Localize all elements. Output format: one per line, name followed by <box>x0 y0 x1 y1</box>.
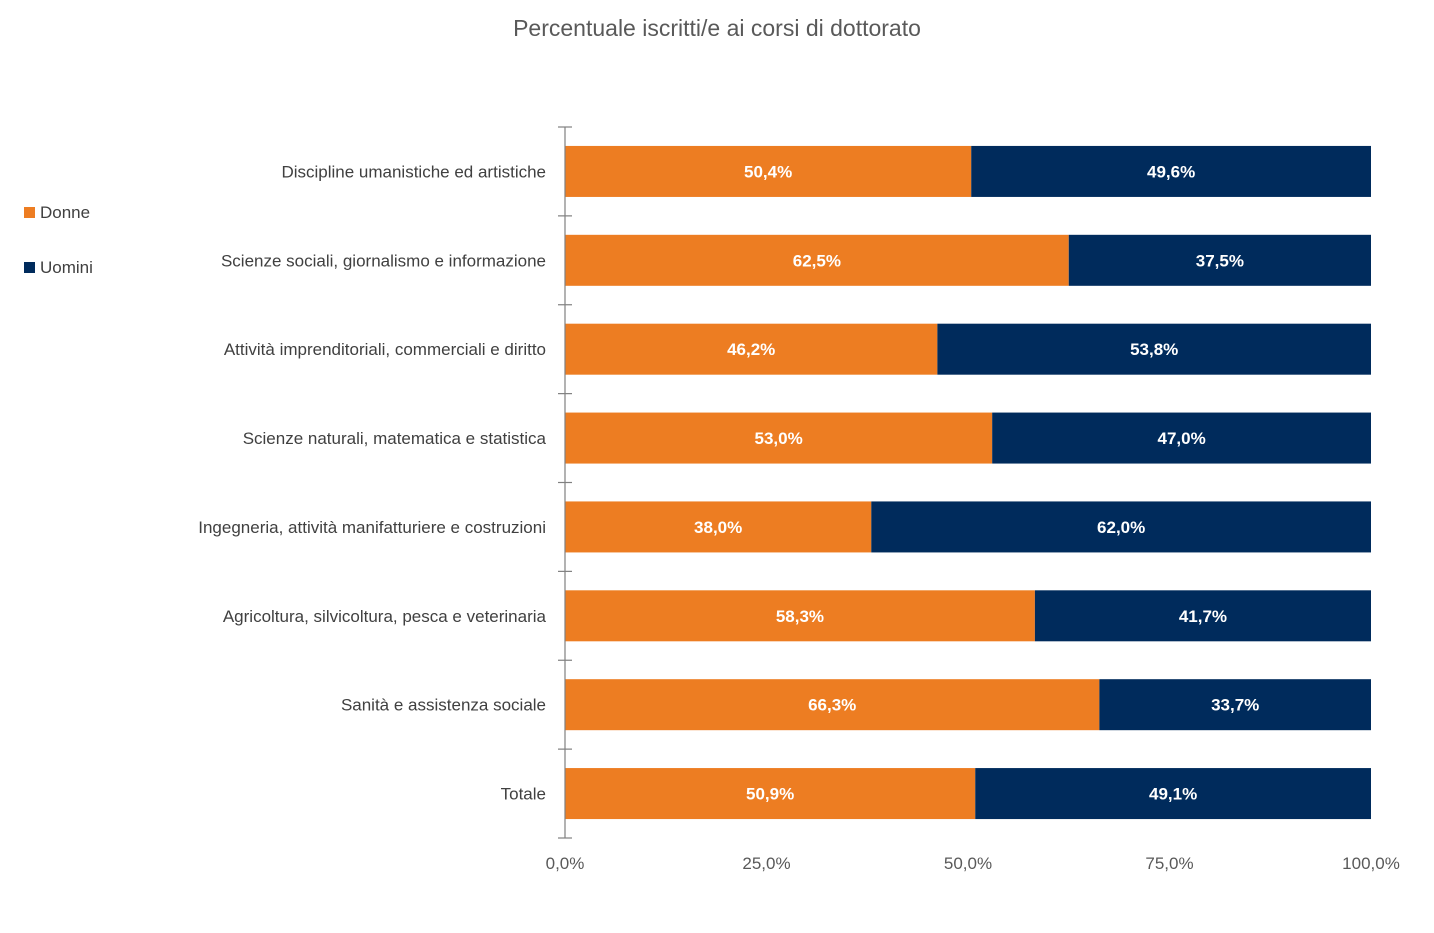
bar-donne-0 <box>565 145 972 197</box>
bar-donne-3 <box>565 412 993 464</box>
data-label-uomini-1: 37,5% <box>1196 251 1244 270</box>
data-label-uomini-6: 33,7% <box>1211 696 1259 715</box>
x-tick-label-0: 0,0% <box>546 854 585 873</box>
legend-label-donne: Donne <box>40 203 90 222</box>
bar-donne-7 <box>565 768 976 820</box>
category-label-7: Totale <box>501 785 546 804</box>
data-label-donne-2: 46,2% <box>727 340 775 359</box>
data-label-uomini-7: 49,1% <box>1149 785 1197 804</box>
category-label-5: Agricoltura, silvicoltura, pesca e veter… <box>223 607 547 626</box>
category-label-2: Attività imprenditoriali, commerciali e … <box>224 340 546 359</box>
bars: 50,4% 49,6% 62,5% 37,5% 46,2% 53,8% 53,0% 47,0%… <box>565 145 1371 820</box>
data-label-donne-5: 58,3% <box>776 607 824 626</box>
bar-uomini-2 <box>937 323 1371 375</box>
bar-donne-2 <box>565 323 938 375</box>
data-label-donne-6: 66,3% <box>808 696 856 715</box>
data-label-uomini-4: 62,0% <box>1097 518 1145 537</box>
bar-uomini-6 <box>1099 679 1371 731</box>
x-tick-label-4: 100,0% <box>1342 854 1400 873</box>
x-tick-label-3: 75,0% <box>1145 854 1193 873</box>
category-label-3: Scienze naturali, matematica e statistic… <box>243 429 547 448</box>
data-label-uomini-5: 41,7% <box>1179 607 1227 626</box>
bar-uomini-0 <box>971 145 1371 197</box>
data-label-donne-1: 62,5% <box>793 251 841 270</box>
legend-label-uomini: Uomini <box>40 258 93 277</box>
bar-uomini-3 <box>992 412 1371 464</box>
category-label-0: Discipline umanistiche ed artistiche <box>281 162 546 181</box>
data-label-donne-7: 50,9% <box>746 785 794 804</box>
data-label-uomini-0: 49,6% <box>1147 162 1195 181</box>
data-label-donne-4: 38,0% <box>694 518 742 537</box>
legend: Donne Uomini <box>24 203 93 277</box>
x-tick-label-2: 50,0% <box>944 854 992 873</box>
category-label-1: Scienze sociali, giornalismo e informazi… <box>221 251 546 270</box>
data-label-uomini-3: 47,0% <box>1157 429 1205 448</box>
axes: Discipline umanistiche ed artistiche Scie… <box>198 126 1400 873</box>
bar-donne-6 <box>565 679 1100 731</box>
bar-uomini-5 <box>1034 590 1371 642</box>
bar-uomini-7 <box>975 768 1371 820</box>
data-label-uomini-2: 53,8% <box>1130 340 1178 359</box>
category-label-4: Ingegneria, attività manifatturiere e co… <box>198 518 546 537</box>
bar-uomini-1 <box>1068 234 1371 286</box>
x-tick-label-1: 25,0% <box>742 854 790 873</box>
legend-swatch-donne <box>24 207 35 218</box>
category-label-6: Sanità e assistenza sociale <box>341 696 546 715</box>
data-label-donne-3: 53,0% <box>754 429 802 448</box>
chart-title: Percentuale iscritti/e ai corsi di dotto… <box>513 15 921 41</box>
bar-uomini-4 <box>871 501 1371 553</box>
data-label-donne-0: 50,4% <box>744 162 792 181</box>
bar-donne-1 <box>565 234 1069 286</box>
bar-donne-4 <box>565 501 872 553</box>
bar-donne-5 <box>565 590 1035 642</box>
legend-swatch-uomini <box>24 262 35 273</box>
